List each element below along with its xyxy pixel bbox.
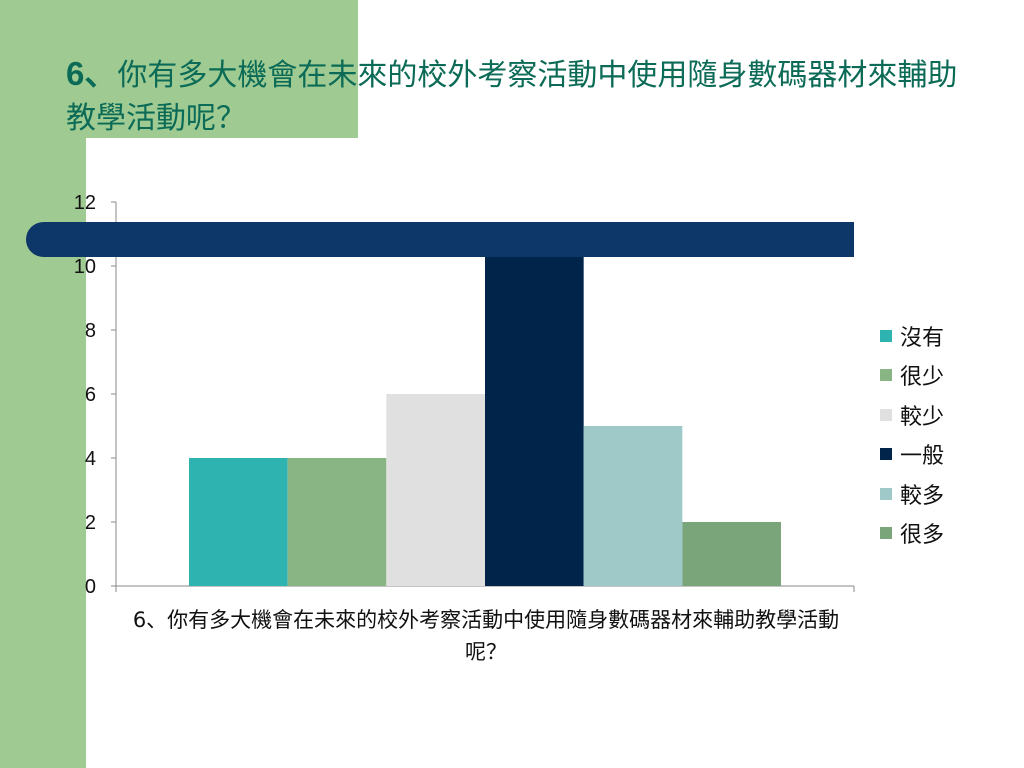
slide-title-text: 你有多大機會在未來的校外考察活動中使用隨身數碼器材來輔助教學活動呢？ bbox=[66, 58, 958, 136]
chart-bars bbox=[189, 234, 781, 586]
background-strip-left bbox=[0, 0, 86, 768]
decorative-banner bbox=[26, 222, 854, 257]
y-tick-label: 2 bbox=[85, 512, 96, 534]
chart-legend: 沒有很少較少一般較多很多 bbox=[880, 316, 944, 553]
y-axis-ticks: 0 2 4 6 8 10 12 bbox=[74, 192, 96, 598]
legend-label: 一般 bbox=[900, 444, 945, 470]
legend-swatch bbox=[880, 527, 892, 540]
legend-item: 很多 bbox=[880, 514, 944, 554]
bar-6 bbox=[682, 522, 781, 586]
legend-swatch bbox=[880, 408, 892, 421]
legend-swatch bbox=[880, 448, 892, 461]
legend-item: 一般 bbox=[880, 435, 944, 475]
legend-swatch bbox=[880, 369, 892, 382]
legend-swatch bbox=[880, 487, 892, 500]
bar-2 bbox=[287, 458, 387, 586]
bar-5 bbox=[583, 426, 683, 586]
legend-label: 較多 bbox=[900, 483, 945, 509]
y-tick-label: 6 bbox=[85, 384, 96, 406]
slide-title: 6、你有多大機會在未來的校外考察活動中使用隨身數碼器材來輔助教學活動呢？ bbox=[66, 52, 966, 140]
bar-3 bbox=[386, 394, 485, 586]
legend-label: 較少 bbox=[900, 404, 945, 430]
legend-item: 很少 bbox=[880, 356, 944, 396]
slide-title-number: 6、 bbox=[66, 55, 118, 92]
y-tick-label: 10 bbox=[74, 256, 96, 278]
x-axis-category-label: 6、你有多大機會在未來的校外考察活動中使用隨身數碼器材來輔助教學活動呢？ bbox=[132, 608, 840, 664]
legend-swatch bbox=[880, 329, 892, 342]
y-tick-label: 12 bbox=[74, 192, 96, 214]
legend-label: 沒有 bbox=[900, 325, 945, 351]
legend-label: 很少 bbox=[900, 365, 945, 391]
bar-4 bbox=[485, 234, 584, 586]
y-tick-label: 8 bbox=[85, 320, 96, 342]
legend-item: 較多 bbox=[880, 474, 944, 514]
bar-1 bbox=[189, 458, 288, 586]
y-tick-label: 4 bbox=[85, 448, 96, 470]
legend-item: 較少 bbox=[880, 395, 944, 435]
legend-label: 很多 bbox=[900, 523, 945, 549]
y-tick-label: 0 bbox=[85, 576, 96, 598]
legend-item: 沒有 bbox=[880, 316, 944, 356]
